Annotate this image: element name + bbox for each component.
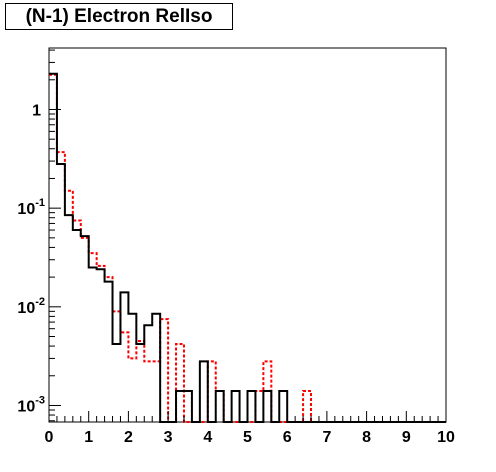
- x-tick-label: 7: [322, 429, 331, 446]
- histogram-layer: [49, 72, 446, 423]
- x-tick-label: 5: [243, 429, 252, 446]
- y-tick-label: 10-1: [17, 197, 45, 218]
- histogram-series-2: [49, 73, 446, 423]
- x-tick-label: 2: [124, 429, 133, 446]
- axis-layer: 0 1 2 3 4 5 6 7 8 9 10 1 10-1 10-2 10-3: [17, 49, 455, 446]
- y-tick-label: 10-3: [17, 394, 45, 415]
- x-tick-label: 1: [84, 429, 93, 446]
- chart-title: (N-1) Electron RelIso: [5, 3, 233, 30]
- x-tick-label: 10: [437, 429, 455, 446]
- histogram-series-1: [49, 72, 446, 423]
- y-tick-label: 1: [32, 102, 41, 119]
- y-tick-label: 10-2: [17, 296, 45, 317]
- x-tick-label: 0: [45, 429, 54, 446]
- x-tick-label: 3: [164, 429, 173, 446]
- x-tick-label: 6: [283, 429, 292, 446]
- x-tick-label: 4: [203, 429, 212, 446]
- plot-frame: [48, 47, 447, 423]
- x-tick-label: 8: [362, 429, 371, 446]
- x-tick-label: 9: [402, 429, 411, 446]
